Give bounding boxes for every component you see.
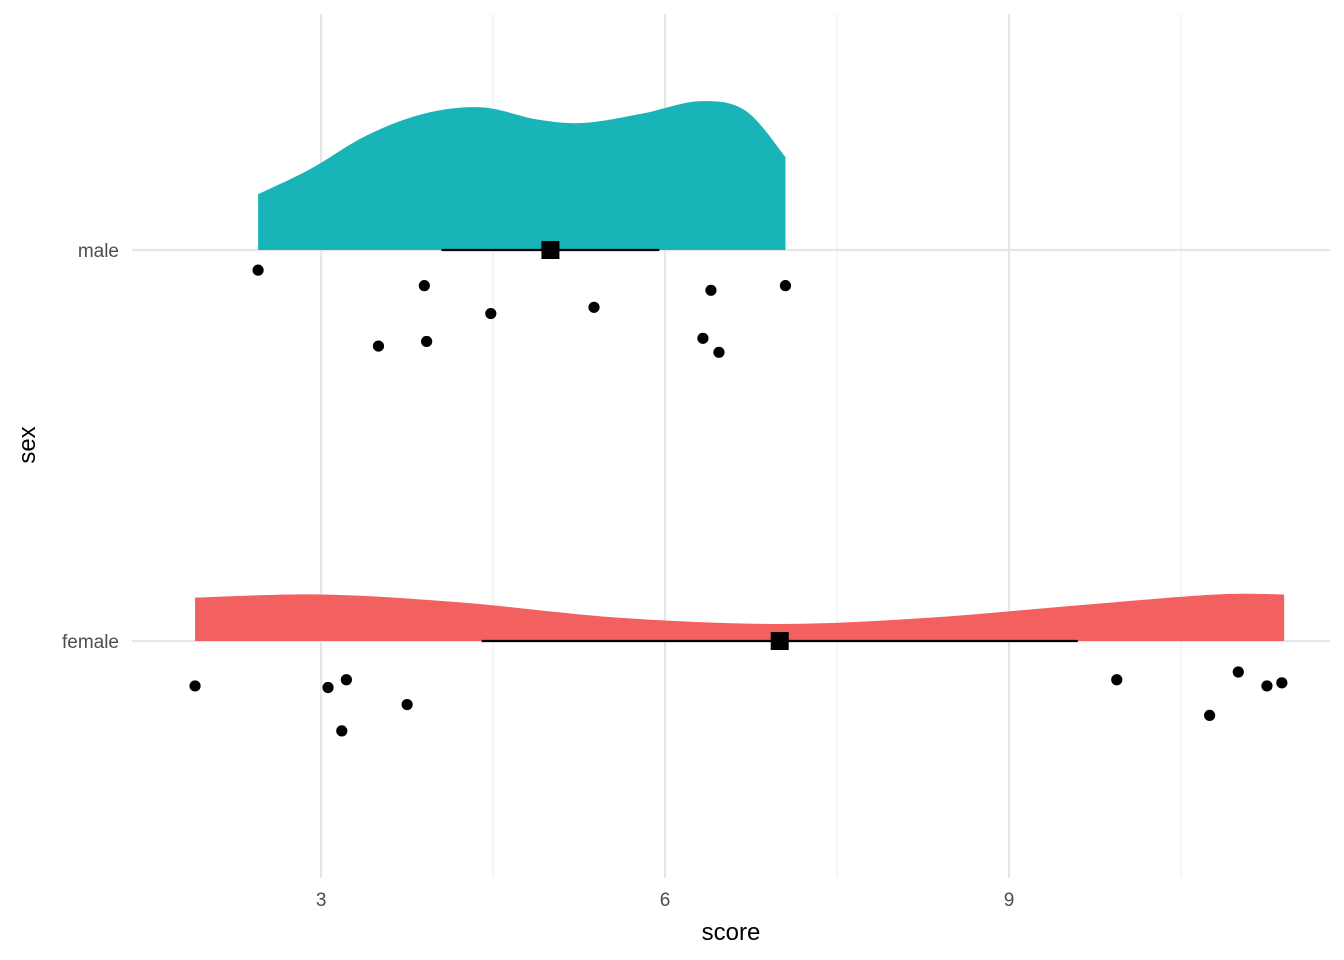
rain-point-male-4 [705,284,717,296]
rain-point-female-1 [322,681,334,694]
rain-point-female-4 [336,725,348,737]
rain-point-male-2 [485,307,497,320]
rain-point-male-8 [697,332,709,344]
density-clouds [195,101,1285,641]
rain-point-male-1 [418,280,430,292]
y-tick-label-female: female [62,632,119,653]
axes: 3 6 9 male female [62,241,1014,911]
mean-marker-male [541,241,560,259]
rain-point-male-6 [372,340,385,352]
density-cloud-male [258,101,786,250]
rain-points [189,264,1288,737]
intervals [441,241,1078,650]
density-cloud-female [195,593,1285,641]
x-tick-label-1: 6 [660,890,671,911]
rain-point-male-5 [779,280,792,292]
rain-point-female-5 [1111,674,1123,686]
x-tick-label-0: 3 [316,890,327,911]
mean-marker-female [770,632,789,650]
rain-point-male-7 [421,335,433,348]
rain-point-female-2 [340,674,352,686]
y-tick-label-male: male [78,241,119,262]
x-tick-label-2: 9 [1004,890,1015,911]
y-axis-title: sex [14,426,41,463]
x-axis-title: score [702,919,761,946]
rain-point-female-7 [1261,680,1273,692]
rain-point-female-0 [189,680,201,692]
rain-point-female-6 [1232,666,1244,678]
rain-point-female-9 [1204,709,1216,722]
rain-point-female-8 [1276,677,1288,689]
rain-point-male-9 [713,346,725,358]
rain-point-male-3 [588,301,600,313]
rain-point-male-0 [252,264,264,276]
rain-point-female-3 [401,698,413,711]
